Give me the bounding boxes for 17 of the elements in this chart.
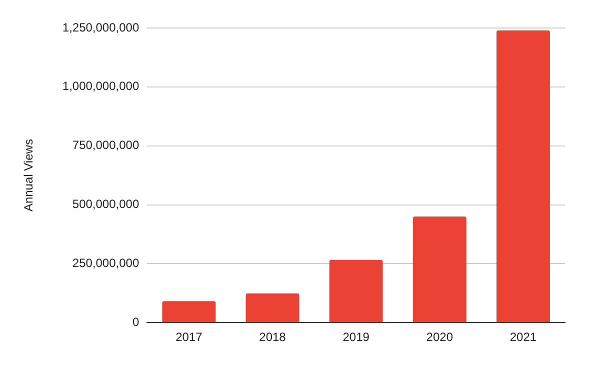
y-tick-label: 1,000,000,000 xyxy=(62,79,140,94)
y-tick-label: 500,000,000 xyxy=(72,197,140,212)
bar xyxy=(162,301,216,322)
y-tick-label: 1,250,000,000 xyxy=(62,20,140,34)
x-tick-label: 2020 xyxy=(426,330,454,344)
y-tick-label: 250,000,000 xyxy=(72,256,140,270)
x-tick-label: 2018 xyxy=(259,330,286,344)
x-tick-label: 2019 xyxy=(342,330,370,344)
y-axis-title: Annual Views xyxy=(22,139,36,212)
x-tick-label: 2021 xyxy=(510,330,537,344)
bar xyxy=(329,260,383,322)
bar xyxy=(496,30,550,322)
y-tick-label: 0 xyxy=(132,314,140,329)
bar xyxy=(412,216,466,322)
bar xyxy=(246,293,300,322)
y-tick-label: 750,000,000 xyxy=(72,138,140,152)
x-tick-label: 2017 xyxy=(176,330,203,344)
